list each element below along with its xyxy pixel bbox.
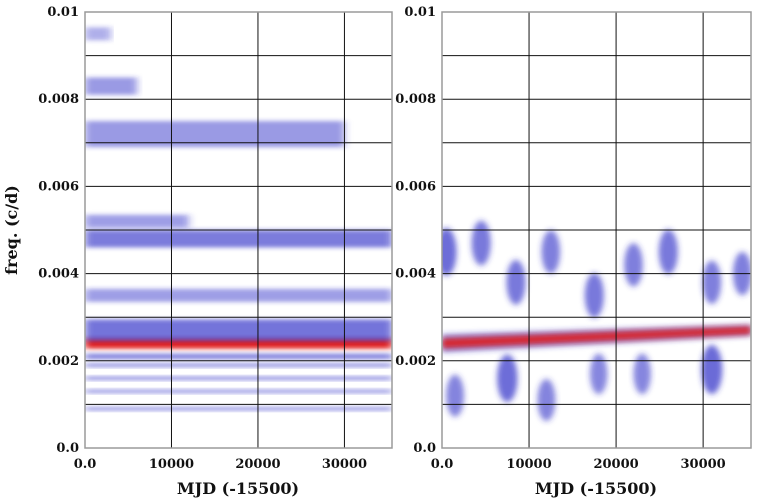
right-y-tick-label: 0.01	[404, 5, 436, 20]
right-power-blob	[537, 379, 556, 422]
left-power-band	[85, 407, 392, 411]
right-y-tick-label: 0.008	[395, 92, 436, 107]
left-x-axis-title: MJD (-15500)	[177, 479, 299, 498]
right-power-blob	[624, 243, 643, 287]
left-y-tick-label: 0.0	[56, 441, 79, 456]
left-plot-frame	[84, 11, 393, 449]
right-plot-frame	[441, 11, 752, 449]
right-power-blob	[658, 229, 678, 275]
right-x-tick-label: 10000	[506, 457, 551, 472]
left-power-band	[85, 389, 392, 394]
left-x-tick-label: 30000	[322, 457, 367, 472]
right-y-tick-label: 0.006	[395, 179, 436, 194]
right-x-tick-label: 0.0	[431, 457, 454, 472]
right-x-tick-labels: 0.0 10000 20000 30000	[431, 457, 726, 472]
left-y-tick-label: 0.008	[38, 92, 79, 107]
right-power-blob	[701, 345, 723, 395]
right-x-axis-title: MJD (-15500)	[535, 479, 657, 498]
right-power-blob	[584, 273, 604, 318]
left-power-band	[85, 27, 111, 41]
right-power-blob	[446, 374, 465, 417]
left-y-tick-label: 0.004	[38, 267, 79, 282]
left-y-tick-labels: 0.0 0.002 0.004 0.006 0.008 0.01	[38, 5, 79, 456]
left-power-band	[85, 363, 392, 367]
left-x-tick-labels: 0.0 10000 20000 30000	[74, 457, 367, 472]
left-power-band	[85, 338, 392, 349]
right-power-blob	[442, 228, 457, 276]
left-grid	[85, 12, 392, 448]
left-x-tick-label: 20000	[235, 457, 280, 472]
left-spectrogram-panel: 0.0 0.002 0.004 0.006 0.008 0.01 0.0 10000 2000…	[2, 5, 393, 498]
right-power-blob	[506, 259, 526, 305]
right-power-blob	[589, 353, 608, 395]
right-heatmap-layer	[442, 220, 751, 422]
right-grid	[442, 12, 751, 448]
right-spectrogram-panel: 0.0 0.002 0.004 0.006 0.008 0.01 0.0 10000 2000…	[395, 5, 752, 498]
right-power-blob	[541, 230, 561, 274]
left-power-band	[85, 214, 189, 228]
left-y-axis-title: freq. (c/d)	[2, 185, 21, 275]
right-power-blob	[471, 220, 491, 266]
left-power-band	[85, 353, 392, 360]
left-x-tick-label: 0.0	[74, 457, 97, 472]
left-y-tick-label: 0.006	[38, 179, 79, 194]
left-power-band	[85, 77, 137, 95]
right-power-blob	[497, 354, 518, 403]
left-power-band	[85, 376, 392, 380]
left-power-band	[85, 230, 392, 248]
left-y-tick-label: 0.01	[47, 5, 79, 20]
right-y-tick-label: 0.002	[395, 354, 436, 369]
left-power-band	[85, 288, 392, 302]
right-x-tick-label: 30000	[681, 457, 726, 472]
right-power-blob	[702, 260, 722, 305]
left-power-band	[85, 319, 392, 342]
left-y-tick-label: 0.002	[38, 354, 79, 369]
right-power-blob	[633, 353, 651, 395]
right-x-tick-label: 20000	[593, 457, 638, 472]
right-y-tick-labels: 0.0 0.002 0.004 0.006 0.008 0.01	[395, 5, 436, 456]
left-x-tick-label: 10000	[149, 457, 194, 472]
right-y-tick-label: 0.0	[413, 441, 436, 456]
right-dominant-ridge-core	[442, 326, 751, 349]
right-y-tick-label: 0.004	[395, 267, 436, 282]
